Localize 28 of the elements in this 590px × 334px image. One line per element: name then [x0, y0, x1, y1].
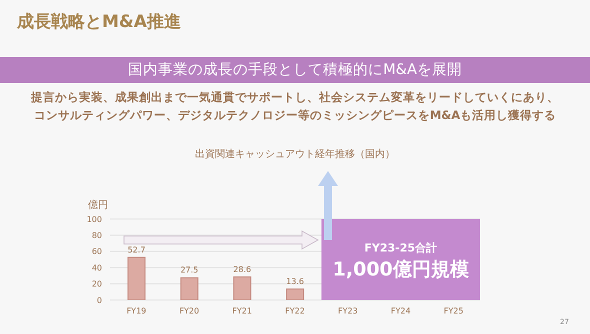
text: 提言から実装、成果創出まで一気通貫でサポートし、社会システム変革をリードしていくにあり、	[30, 89, 560, 106]
chart-subtitle: 国内事業の成長の手段として積極的にM&Aを展開	[0, 57, 590, 83]
data-label: 52.7	[128, 245, 146, 254]
band-label: FY23-25合計 1,000億円規模	[332, 241, 469, 280]
data-label: 13.6	[286, 276, 304, 286]
x-tick-label: FY19	[126, 306, 146, 316]
x-tick-label: FY24	[390, 306, 411, 316]
x-tick-label: FY22	[285, 306, 305, 316]
chart-title: 成長戦略とM&A推進	[17, 11, 181, 33]
y-tick-label: 60	[92, 247, 102, 256]
y-axis-title: 億円	[88, 198, 108, 212]
text: 出資関連キャッシュアウト経年推移（国内）	[194, 148, 396, 161]
x-tick-label: FY23	[338, 306, 358, 316]
y-tick-label: 40	[92, 263, 102, 272]
x-tick-label: FY25	[444, 306, 464, 316]
bar	[180, 277, 198, 300]
bar	[286, 288, 304, 300]
text: コンサルティングパワー、デジタルテクノロジー等のミッシングピースをM&Aも活用し獲得する	[32, 107, 558, 124]
y-tick-label: 100	[86, 214, 102, 224]
bar	[233, 276, 252, 300]
y-tick-label: 0	[96, 296, 102, 305]
bar	[128, 256, 146, 300]
x-tick-label: FY21	[232, 306, 252, 316]
data-label: 28.6	[233, 264, 252, 274]
data-label: 27.5	[180, 266, 198, 275]
y-tick-label: 80	[92, 231, 102, 240]
x-tick-label: FY20	[179, 306, 200, 316]
y-tick-label: 20	[92, 280, 102, 289]
